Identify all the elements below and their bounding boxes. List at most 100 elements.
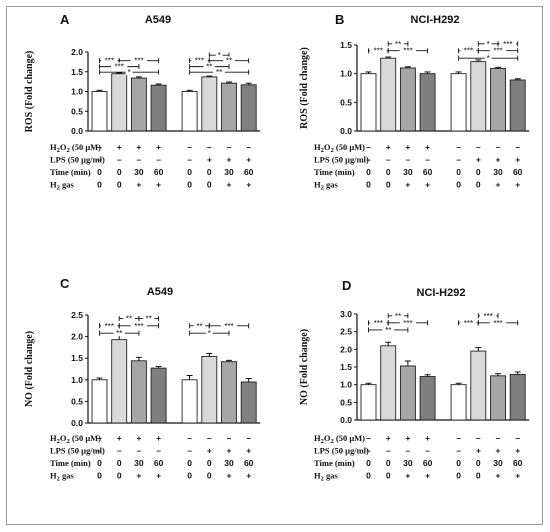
table-cell: + — [156, 142, 161, 152]
table-cell: + — [405, 433, 410, 443]
significance-label: * — [208, 329, 211, 338]
table-row-label: LPS (50 μg/ml) — [50, 155, 105, 165]
table-cell: + — [227, 155, 232, 165]
bar — [380, 57, 397, 132]
bar — [399, 365, 416, 421]
table-cell: – — [425, 446, 430, 456]
table-cell: – — [425, 155, 430, 165]
bar — [399, 67, 416, 132]
table-cell: + — [227, 471, 232, 481]
table-cell: 0 — [117, 167, 122, 177]
bar — [380, 345, 397, 421]
y-tick-label: 0.5 — [71, 106, 83, 116]
table-cell: – — [496, 142, 501, 152]
significance-label-bg — [479, 311, 497, 319]
table-row-label: H2 gas — [314, 180, 339, 192]
table-cell: 30 — [134, 458, 144, 468]
table-row-label: H2 gas — [50, 471, 75, 483]
table-cell: – — [366, 433, 371, 443]
significance-label: ** — [126, 314, 132, 323]
significance-label: *** — [374, 47, 383, 56]
table-cell: – — [246, 142, 251, 152]
significance-label: *** — [464, 47, 473, 56]
bar — [221, 361, 237, 424]
table-cell: 0 — [386, 180, 391, 190]
y-tick-label: 0.5 — [71, 396, 83, 406]
table-cell: 0 — [207, 471, 212, 481]
bar — [360, 73, 377, 132]
table-cell: – — [187, 433, 192, 443]
table-cell: – — [456, 155, 461, 165]
significance-label-bg — [215, 51, 223, 59]
table-cell: 60 — [154, 458, 164, 468]
significance-label: ** — [385, 326, 391, 335]
table-cell: 0 — [97, 471, 102, 481]
significance-label-bg — [489, 46, 507, 54]
table-cell: – — [386, 446, 391, 456]
y-tick-label: 1.5 — [71, 353, 83, 363]
table-cell: + — [405, 180, 410, 190]
significance-label: ** — [116, 329, 122, 338]
significance-label-bg — [130, 56, 148, 64]
significance-label-bg — [111, 62, 128, 70]
table-cell: – — [207, 142, 212, 152]
table-cell: 60 — [244, 458, 254, 468]
significance-label: *** — [403, 47, 412, 56]
table-cell: + — [136, 180, 141, 190]
table-cell: – — [137, 155, 142, 165]
significance-label: * — [127, 68, 130, 77]
table-cell: 60 — [513, 167, 523, 177]
significance-label: ** — [395, 312, 401, 321]
bar — [201, 356, 218, 424]
table-cell: 60 — [244, 167, 254, 177]
significance-label: ** — [196, 322, 202, 331]
significance-label: *** — [403, 319, 412, 328]
bar — [181, 379, 198, 424]
table-cell: – — [406, 446, 411, 456]
significance-label-bg — [205, 329, 213, 337]
table-cell: 0 — [207, 180, 212, 190]
y-tick-label: 0.0 — [71, 418, 83, 428]
bar — [240, 381, 257, 424]
significance-label-bg — [191, 56, 208, 64]
bar — [509, 373, 526, 421]
table-cell: + — [496, 180, 501, 190]
table-cell: + — [425, 180, 430, 190]
table-cell: + — [207, 446, 212, 456]
table-cell: – — [97, 142, 102, 152]
table-cell: 30 — [403, 458, 413, 468]
significance-label: *** — [134, 322, 143, 331]
panel-letter: B — [335, 12, 344, 27]
table-cell: 0 — [456, 458, 461, 468]
significance-label: * — [487, 40, 490, 49]
table-cell: + — [515, 446, 520, 456]
table-cell: + — [117, 142, 122, 152]
panel-letter: D — [342, 278, 351, 293]
table-cell: + — [136, 471, 141, 481]
table-cell: 0 — [117, 458, 122, 468]
significance-label-bg — [489, 318, 507, 326]
table-cell: – — [97, 155, 102, 165]
significance-label-bg — [213, 68, 225, 76]
table-cell: – — [97, 433, 102, 443]
table-cell: – — [366, 142, 371, 152]
table-cell: + — [156, 180, 161, 190]
panel-D: D NCI-H292 0.0 0.5 1.0 1.5 2.0 2.5 3.0 NO (Fold c… — [299, 278, 530, 483]
table-row-label: H2 gas — [314, 471, 339, 483]
table-cell: 0 — [97, 180, 102, 190]
bar — [181, 91, 198, 132]
table-cell: + — [386, 433, 391, 443]
panel-title: A549 — [145, 14, 171, 26]
significance-label: *** — [464, 319, 473, 328]
table-cell: 0 — [187, 167, 192, 177]
bar — [419, 376, 436, 421]
table-cell: + — [515, 155, 520, 165]
significance-label: *** — [105, 57, 114, 66]
y-tick-label: 3.0 — [340, 309, 352, 319]
panel-title: NCI-H292 — [411, 14, 460, 26]
significance-label: * — [487, 54, 490, 63]
y-tick-label: 1.5 — [340, 40, 352, 50]
table-cell: + — [156, 433, 161, 443]
